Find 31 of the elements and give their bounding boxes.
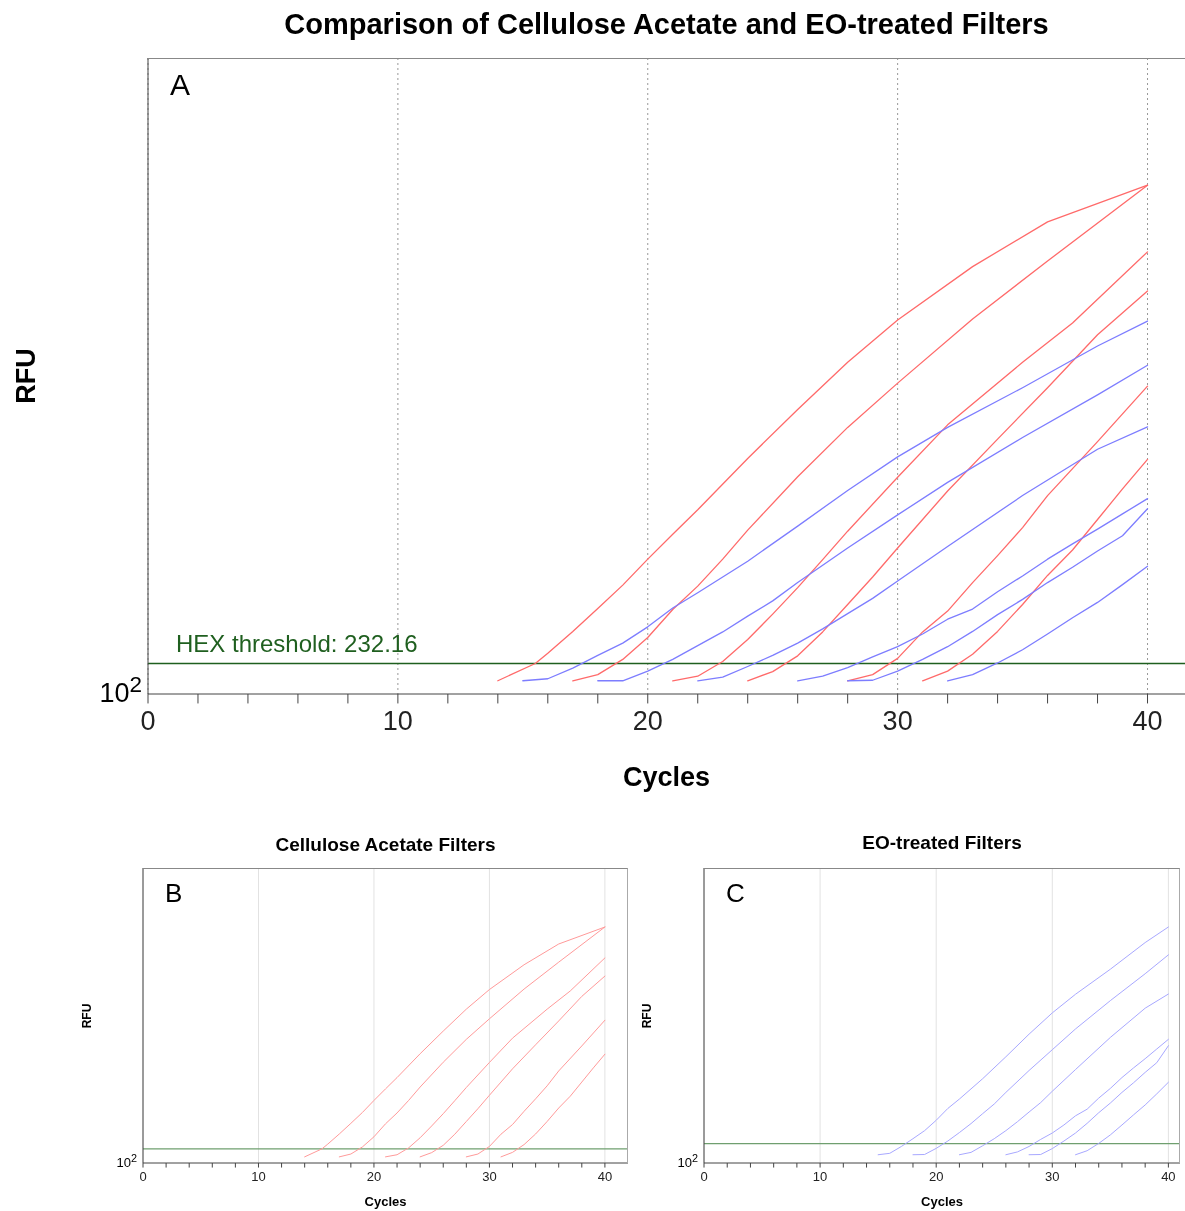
x-tick-label: 0	[140, 705, 156, 736]
x-tick-label: 20	[928, 1169, 944, 1185]
x-tick-label: 30	[482, 1169, 497, 1185]
x-tick-label: 10	[812, 1169, 828, 1185]
chart-title: Cellulose Acetate Filters	[274, 834, 497, 856]
x-tick-label: 30	[882, 705, 913, 736]
x-axis-title: Cycles	[920, 1194, 964, 1209]
x-tick-label: 20	[366, 1169, 382, 1185]
x-tick-label: 40	[597, 1169, 613, 1185]
text: B	[165, 878, 183, 908]
chart-title: Comparison of Cellulose Acetate and EO-treated Filters	[283, 8, 1050, 41]
x-tick-label: 0	[700, 1169, 708, 1185]
text: 10$^{2}$	[99, 671, 142, 708]
y-axis-title: RFU	[10, 348, 42, 404]
x-tick-label: 30	[1045, 1169, 1060, 1185]
x-tick-label: 40	[1161, 1169, 1176, 1185]
x-tick-label: 20	[632, 705, 663, 736]
text: 10$^{2}$	[116, 1152, 137, 1171]
x-tick-label: 0	[139, 1169, 147, 1185]
text: C	[726, 878, 745, 908]
text: A	[170, 68, 191, 101]
y-axis-title: RFU	[640, 1003, 654, 1028]
x-tick-label: 40	[1132, 705, 1163, 736]
text: 10$^{2}$	[677, 1152, 698, 1171]
x-axis-title: Cycles	[363, 1194, 408, 1209]
x-axis-title: Cycles	[621, 762, 712, 793]
annotation: HEX threshold: 232.16	[176, 630, 418, 658]
x-tick-label: 10	[251, 1169, 266, 1185]
chart-title: EO-treated Filters	[861, 832, 1023, 854]
y-axis-title: RFU	[80, 1003, 94, 1028]
x-tick-label: 10	[382, 705, 413, 736]
